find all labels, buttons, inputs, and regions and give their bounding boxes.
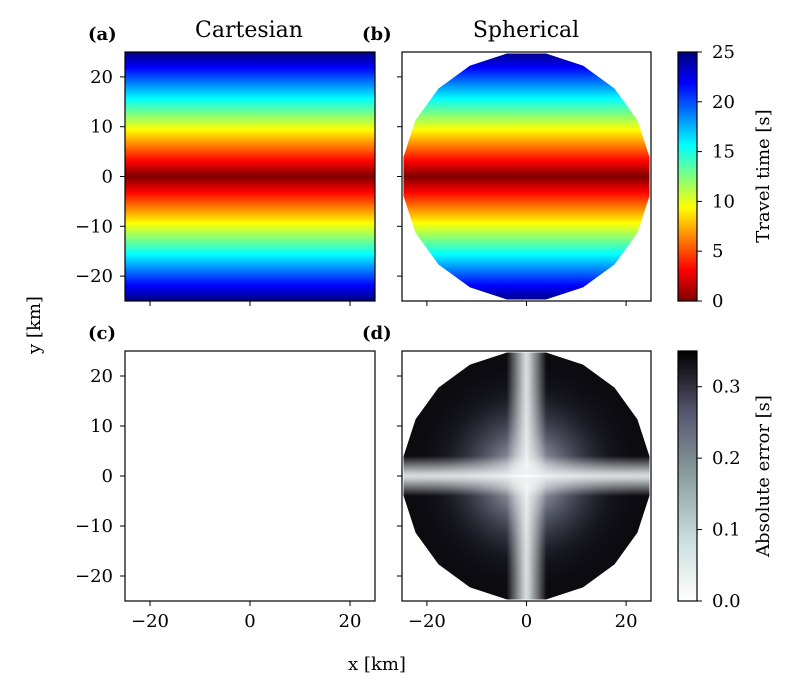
colorbar-absolute-error-frame	[677, 350, 698, 602]
colorbar-tick-label: 15	[712, 142, 735, 163]
x-tick-label: 20	[615, 611, 638, 632]
colorbar-tick-label: 5	[712, 241, 723, 262]
y-tick-label: −20	[75, 566, 113, 587]
colorbar-travel-time: 0 5 10 15 20 25 Travel time [s]	[677, 42, 774, 312]
panel-a-heatmap	[125, 52, 375, 301]
colorbar-absolute-error-fill	[678, 351, 697, 601]
panel-b: (b) Spherical	[362, 18, 652, 306]
colorbar-tick-label: 20	[712, 92, 735, 113]
colorbar-tick-label: 0.1	[712, 520, 741, 541]
colorbar-travel-time-label: Travel time [s]	[753, 109, 774, 242]
panel-d: (d) −20 0 20	[362, 323, 652, 632]
x-tick-label: −20	[408, 611, 446, 632]
x-tick-label: 0	[521, 611, 532, 632]
panel-d-label: (d)	[362, 323, 392, 344]
colorbar-absolute-error-label: Absolute error [s]	[753, 395, 774, 558]
colorbar-tick-label: 0.2	[712, 448, 741, 469]
y-tick-label: −10	[75, 516, 113, 537]
panel-a-label: (a)	[88, 24, 117, 45]
panel-c: (c) −20 0 20 −20 −10 0 10 20	[75, 323, 376, 632]
y-tick-label: 0	[102, 167, 113, 188]
panel-a-title: Cartesian	[195, 18, 303, 43]
colorbar-travel-time-ticks: 0 5 10 15 20 25	[697, 42, 735, 312]
panel-a: (a) Cartesian −20 −10 0 10 20	[75, 18, 376, 306]
x-tick-label: 20	[339, 611, 362, 632]
y-tick-label: 20	[90, 67, 113, 88]
panel-b-heatmap	[403, 53, 650, 300]
panel-c-empty-plot	[125, 351, 375, 601]
colorbar-absolute-error-ticks: 0.0 0.1 0.2 0.3	[697, 377, 741, 612]
x-axis-label: x [km]	[348, 654, 406, 675]
colorbar-absolute-error: 0.0 0.1 0.2 0.3 Absolute error [s]	[677, 350, 774, 612]
colorbar-tick-label: 0.3	[712, 377, 741, 398]
colorbar-tick-label: 10	[712, 191, 735, 212]
colorbar-tick-label: 25	[712, 42, 735, 63]
y-tick-label: −20	[75, 266, 113, 287]
panel-d-ticks: −20 0 20	[397, 375, 638, 632]
x-tick-label: 0	[244, 611, 255, 632]
y-tick-label: 10	[90, 416, 113, 437]
colorbar-tick-label: 0.0	[712, 591, 741, 612]
panel-b-title: Spherical	[473, 18, 579, 43]
y-tick-label: 20	[90, 366, 113, 387]
colorbar-tick-label: 0	[712, 291, 723, 312]
panel-a-ticks: −20 −10 0 10 20	[75, 67, 351, 306]
panel-d-heatmap-horizontal-band	[403, 352, 650, 600]
y-axis-label: y [km]	[24, 296, 45, 355]
panel-c-ticks: −20 0 20 −20 −10 0 10 20	[75, 366, 361, 632]
panel-b-label: (b)	[362, 24, 392, 45]
y-tick-label: −10	[75, 216, 113, 237]
y-tick-label: 10	[90, 117, 113, 138]
panel-c-label: (c)	[88, 323, 116, 344]
panel-b-ticks	[397, 76, 627, 306]
y-tick-label: 0	[102, 466, 113, 487]
colorbar-travel-time-fill	[678, 52, 697, 301]
colorbar-travel-time-frame	[677, 51, 698, 302]
x-tick-label: −20	[131, 611, 169, 632]
